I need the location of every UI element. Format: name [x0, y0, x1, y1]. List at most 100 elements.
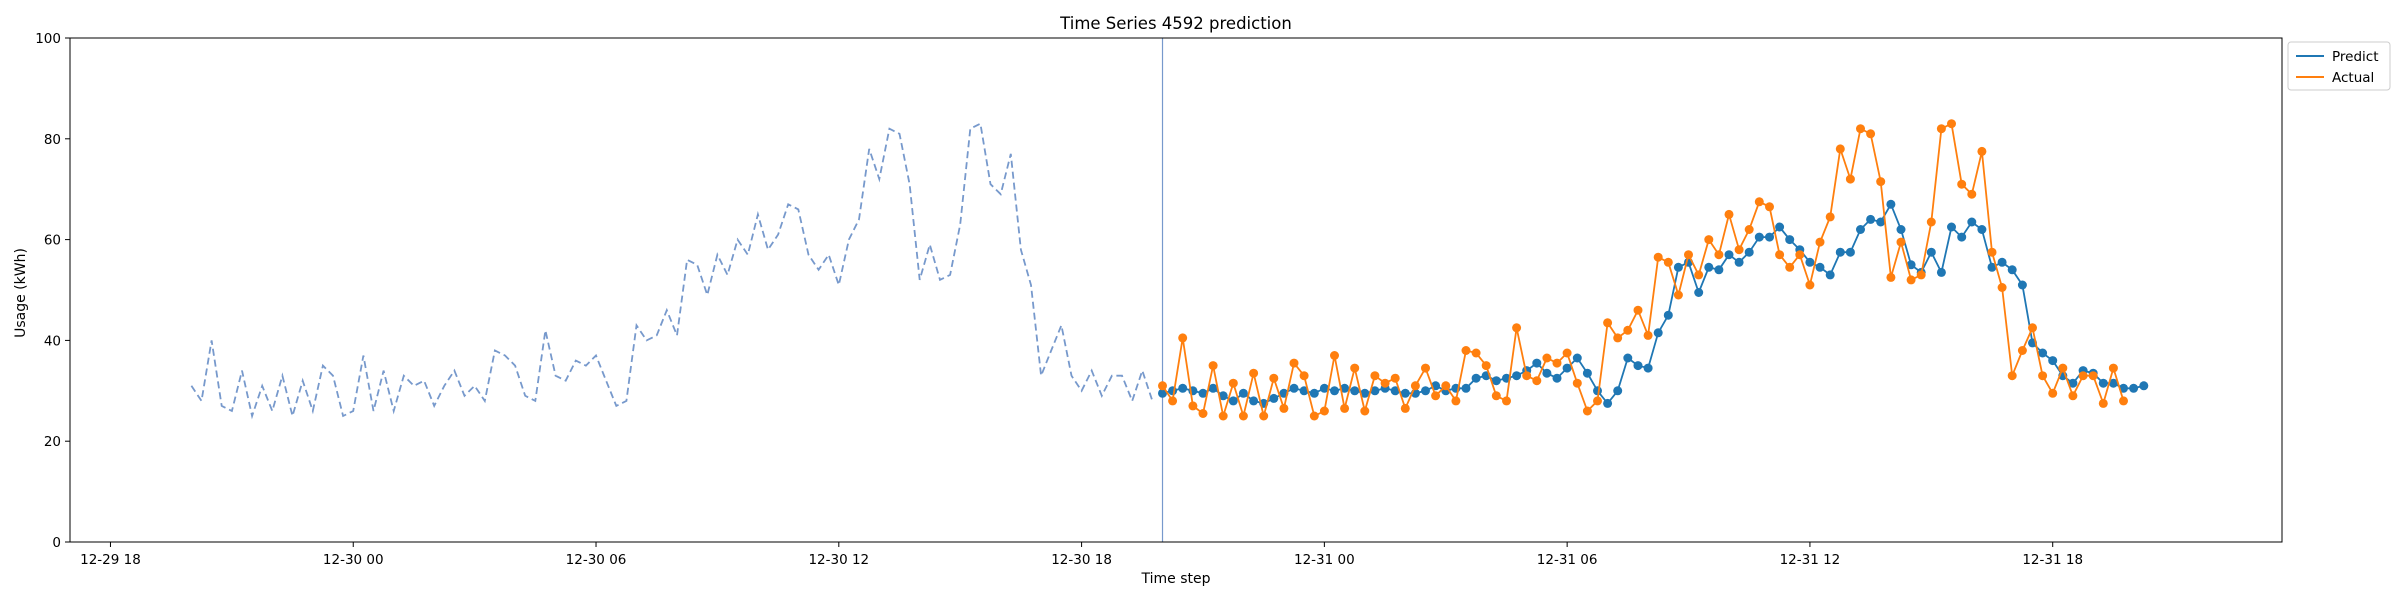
point-actual: [1694, 270, 1704, 280]
point-actual: [1805, 280, 1815, 290]
point-actual: [2088, 371, 2098, 381]
point-predict: [1643, 363, 1653, 373]
point-predict: [1724, 250, 1734, 260]
point-actual: [2108, 363, 2118, 373]
point-predict: [1906, 260, 1916, 270]
x-tick-label: 12-30 06: [566, 552, 627, 568]
point-predict: [1987, 262, 1997, 272]
x-axis-label: Time step: [1141, 571, 1211, 587]
point-predict: [1835, 247, 1845, 257]
point-predict: [1653, 328, 1663, 338]
x-tick-label: 12-30 00: [323, 552, 384, 568]
point-actual: [1582, 406, 1592, 416]
point-actual: [1168, 396, 1178, 406]
point-actual: [1714, 250, 1724, 260]
point-actual: [1977, 146, 1987, 156]
point-predict: [1512, 371, 1522, 381]
point-predict: [2007, 265, 2017, 275]
x-tick-label: 12-30 18: [1051, 552, 1112, 568]
point-predict: [1744, 247, 1754, 257]
point-actual: [2119, 396, 2128, 406]
x-tick-label: 12-31 18: [2022, 552, 2083, 568]
point-predict: [1562, 363, 1572, 373]
point-predict: [1582, 368, 1592, 378]
point-actual: [1481, 361, 1491, 371]
point-actual: [1754, 197, 1764, 207]
point-predict: [2108, 378, 2118, 388]
point-actual: [1279, 403, 1289, 413]
point-actual: [2017, 346, 2027, 355]
point-actual: [1502, 396, 1511, 406]
point-actual: [1471, 348, 1481, 358]
point-predict: [2048, 356, 2058, 366]
x-tick-label: 12-31 06: [1537, 552, 1598, 568]
point-actual: [1744, 225, 1754, 234]
point-actual: [1491, 391, 1501, 401]
point-predict: [1947, 222, 1956, 232]
point-actual: [1350, 363, 1360, 373]
point-predict: [1663, 310, 1673, 320]
point-predict: [1613, 386, 1623, 396]
history-series-line: [190, 122, 1154, 420]
point-actual: [1673, 290, 1683, 300]
y-tick-label: 80: [44, 132, 61, 148]
y-axis-label: Usage (kWh): [13, 248, 29, 338]
point-predict: [1572, 353, 1582, 363]
legend-label-predict: Predict: [2332, 49, 2379, 65]
point-actual: [1421, 363, 1430, 373]
legend: Predict Actual: [2287, 41, 2391, 91]
point-predict: [1491, 376, 1501, 386]
point-predict: [1603, 398, 1613, 408]
point-predict: [1734, 257, 1744, 267]
point-predict: [1238, 388, 1248, 398]
point-actual: [1461, 346, 1471, 355]
point-actual: [1451, 396, 1461, 406]
x-tick-label: 12-31 00: [1294, 552, 1355, 568]
point-predict: [1400, 388, 1410, 398]
point-actual: [2038, 371, 2048, 381]
point-predict: [1957, 232, 1967, 242]
point-actual: [1249, 368, 1259, 378]
point-actual: [1835, 144, 1845, 154]
point-actual: [1967, 189, 1977, 199]
point-actual: [1259, 411, 1269, 421]
point-actual: [1522, 371, 1532, 381]
point-actual: [1866, 129, 1876, 139]
point-actual: [1319, 406, 1329, 416]
point-predict: [1775, 222, 1785, 232]
point-predict: [1178, 383, 1188, 393]
point-predict: [1765, 232, 1774, 242]
point-actual: [1653, 252, 1663, 262]
point-actual: [1825, 212, 1835, 222]
point-actual: [1410, 381, 1420, 391]
y-tick-label: 20: [44, 434, 61, 450]
point-actual: [2078, 371, 2088, 381]
point-predict: [2017, 280, 2027, 290]
point-actual: [1370, 371, 1380, 381]
point-actual: [2007, 371, 2017, 381]
point-actual: [1228, 378, 1238, 388]
point-actual: [1856, 124, 1865, 134]
x-tick-label: 12-31 12: [1780, 552, 1841, 568]
point-predict: [1350, 386, 1360, 396]
point-actual: [1542, 353, 1552, 363]
point-actual: [2068, 391, 2078, 401]
point-actual: [1704, 235, 1714, 245]
point-actual: [1512, 323, 1522, 333]
point-actual: [1330, 351, 1339, 360]
point-actual: [1441, 381, 1451, 391]
point-actual: [1684, 250, 1693, 260]
y-tick-label: 40: [44, 333, 61, 349]
point-actual: [1400, 403, 1410, 413]
point-predict: [2129, 383, 2139, 393]
point-actual: [1987, 247, 1997, 257]
point-actual: [2098, 398, 2108, 408]
point-actual: [1633, 305, 1643, 315]
point-actual: [1603, 318, 1613, 328]
point-predict: [1360, 388, 1370, 398]
point-actual: [1299, 371, 1309, 381]
axes: 0 20 40 60 80 100 12-29 18 12-30 00 12-30 06 12-3…: [35, 31, 2283, 568]
point-actual: [1957, 179, 1967, 189]
series-line-predict: [1162, 202, 2145, 405]
